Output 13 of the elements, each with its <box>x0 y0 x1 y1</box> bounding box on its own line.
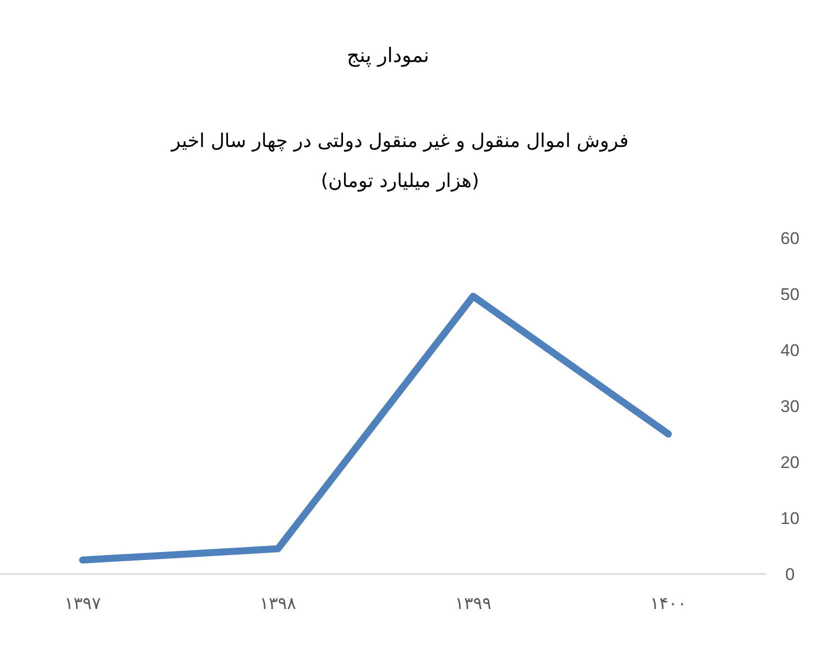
y-tick-label: 0 <box>785 565 795 584</box>
y-tick-label: 60 <box>780 229 800 248</box>
y-tick-label: 50 <box>780 285 800 304</box>
x-tick-label: ۱۳۹۹ <box>454 594 492 614</box>
chart-title: نمودار پنج <box>346 43 430 67</box>
y-tick-label: 10 <box>780 509 800 528</box>
x-tick-label: ۱۳۹۷ <box>64 594 101 614</box>
chart-subtitle: فروش اموال منقول و غیر منقول دولتی در چهار سال اخیر (هزار میلیارد تومان) <box>170 130 629 192</box>
x-tick-label: ۱۳۹۸ <box>260 594 296 614</box>
y-tick-label: 20 <box>780 453 800 472</box>
y-tick-label: 30 <box>780 397 800 416</box>
x-tick-label: ۱۴۰۰ <box>650 594 687 614</box>
y-tick-label: 40 <box>780 341 800 360</box>
